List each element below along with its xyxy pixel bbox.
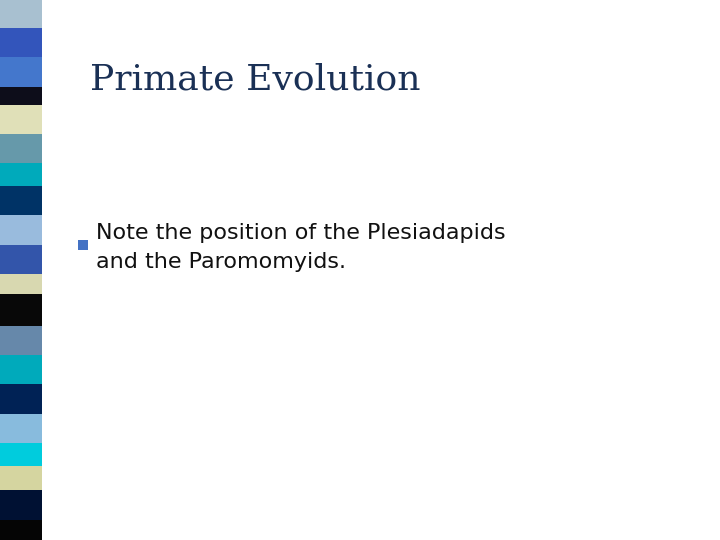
Bar	[0, 274, 42, 294]
Bar	[78, 240, 88, 250]
Text: Note the position of the Plesiadapids: Note the position of the Plesiadapids	[96, 223, 505, 243]
Bar	[0, 519, 42, 540]
Bar	[0, 28, 42, 57]
Bar	[0, 105, 42, 134]
Bar	[0, 490, 42, 519]
Bar	[0, 134, 42, 164]
Bar	[0, 164, 42, 186]
Bar	[0, 186, 42, 215]
Bar	[0, 384, 42, 414]
Bar	[0, 215, 42, 245]
Bar	[0, 245, 42, 274]
Bar	[0, 414, 42, 443]
Bar	[0, 87, 42, 105]
Bar	[0, 465, 42, 490]
Text: and the Paromomyids.: and the Paromomyids.	[96, 252, 346, 272]
Bar	[0, 443, 42, 465]
Bar	[0, 0, 42, 28]
Bar	[0, 355, 42, 384]
Bar	[0, 57, 42, 87]
Bar	[0, 294, 42, 326]
Bar	[0, 326, 42, 355]
Text: Primate Evolution: Primate Evolution	[90, 63, 420, 97]
